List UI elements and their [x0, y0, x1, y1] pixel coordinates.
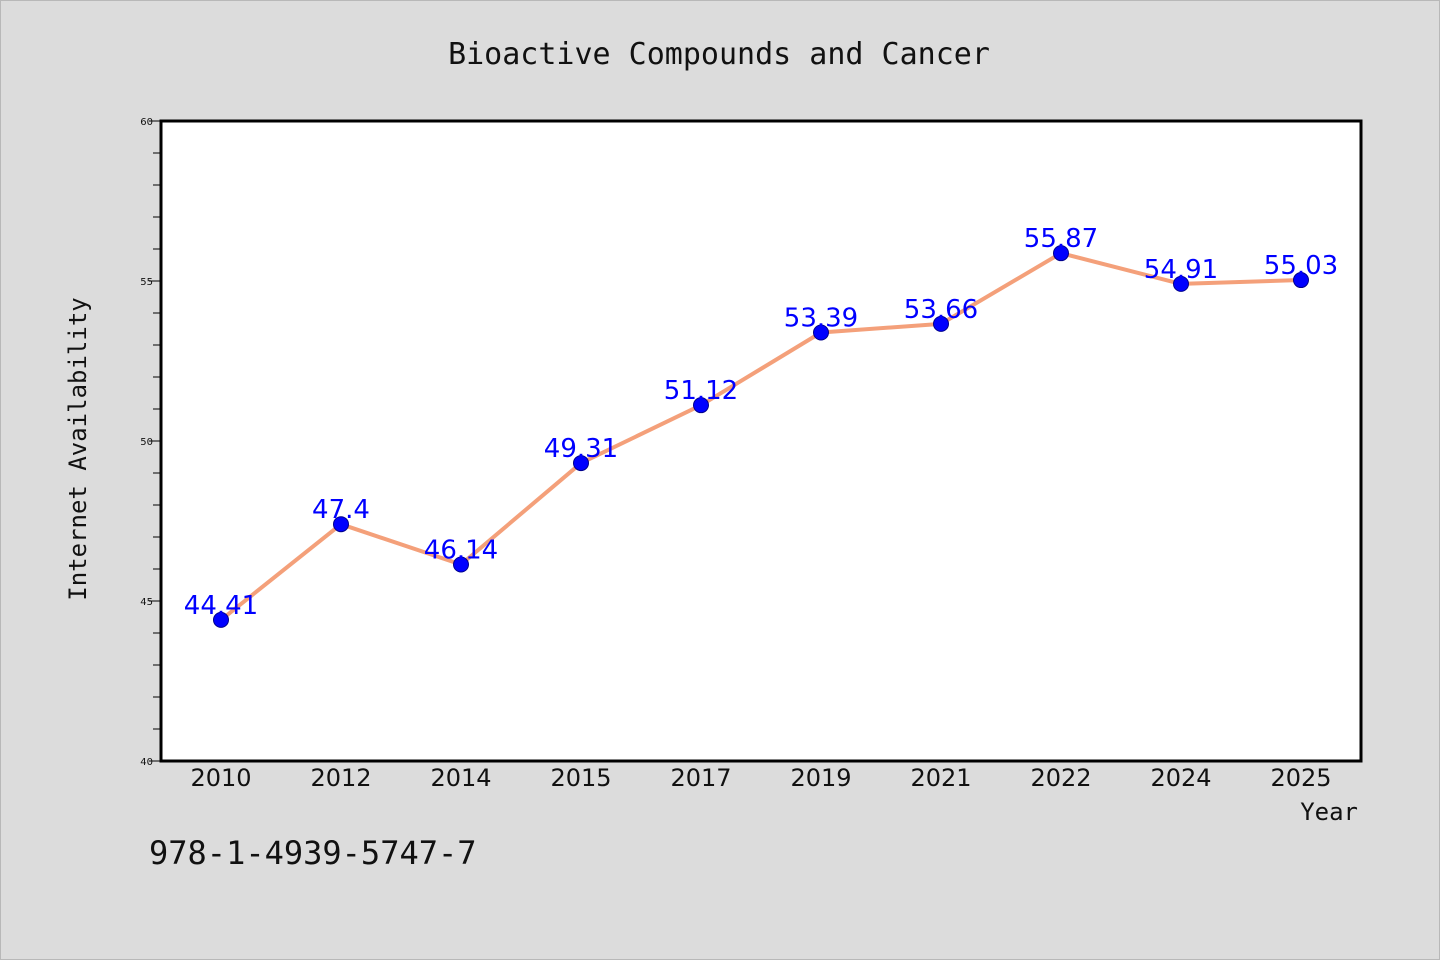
data-point [573, 455, 589, 472]
x-axis-label: Year [1300, 798, 1358, 826]
data-label: 55.87 [1024, 224, 1098, 254]
y-tick-label: 45 [140, 597, 153, 608]
data-label: 49.31 [544, 434, 618, 464]
x-tick-label: 2019 [790, 764, 851, 792]
data-labels: 44.41 47.4 46.14 49.31 51.12 53.39 53.66 55.87 5… [184, 224, 1338, 621]
data-point [813, 324, 829, 341]
data-label: 54.91 [1144, 255, 1218, 285]
y-tick-labels: 40 45 50 55 60 [140, 117, 153, 768]
x-tick-label: 2010 [190, 764, 251, 792]
data-label: 46.14 [424, 536, 498, 566]
plot-area [159, 119, 1363, 763]
data-point [333, 516, 349, 533]
y-tick-label: 40 [140, 757, 153, 768]
x-tick-label: 2017 [670, 764, 731, 792]
x-tick-label: 2015 [550, 764, 611, 792]
series-markers [213, 245, 1309, 628]
y-minor-ticks [153, 152, 161, 730]
data-point [1173, 275, 1189, 292]
data-point [693, 397, 709, 414]
series-line [219, 251, 1303, 622]
x-tick-label: 2014 [430, 764, 491, 792]
chart-title: Bioactive Compounds and Cancer [448, 37, 990, 72]
x-tick-label: 2025 [1270, 764, 1331, 792]
series-lines [219, 251, 1303, 622]
data-point [213, 611, 229, 628]
data-label: 47.4 [312, 495, 370, 525]
x-tick-label: 2024 [1150, 764, 1211, 792]
data-label: 44.41 [184, 591, 258, 621]
y-tick-label: 55 [140, 277, 153, 288]
y-axis-label: Internet Availability [64, 297, 92, 600]
y-tick-label: 60 [140, 117, 153, 128]
footer-isbn: 978-1-4939-5747-7 [149, 834, 477, 872]
data-point [933, 315, 949, 332]
x-tick-label: 2021 [910, 764, 971, 792]
data-point [453, 556, 469, 573]
y-major-ticks [149, 120, 161, 762]
data-label: 53.39 [784, 304, 858, 334]
x-tick-labels: 2010 2012 2014 2015 2017 2019 2021 2022 2024 2025 [190, 764, 1331, 792]
data-label: 53.66 [904, 295, 978, 325]
data-label: 55.03 [1264, 251, 1338, 281]
data-point [1053, 245, 1069, 262]
data-point [1293, 272, 1309, 289]
x-tick-label: 2012 [310, 764, 371, 792]
x-tick-label: 2022 [1030, 764, 1091, 792]
y-tick-label: 50 [140, 437, 153, 448]
data-label: 51.12 [664, 376, 738, 406]
